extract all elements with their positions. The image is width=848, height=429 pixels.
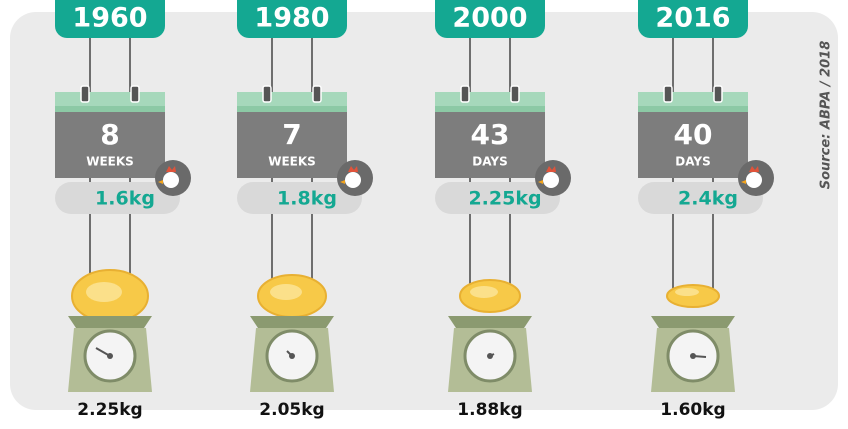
chicken-head [543, 172, 559, 188]
calendar-ring [313, 86, 321, 102]
year: 2000 [452, 3, 527, 34]
calendar-ring [131, 86, 139, 102]
scale-pivot [487, 353, 493, 359]
age-unit: DAYS [472, 155, 507, 169]
calendar-stripe [638, 106, 748, 112]
infographic: Source: ABPA / 2018 1960 8 WEEKS 1.6kg 2.25k… [0, 0, 848, 429]
feed-pile [667, 285, 719, 307]
calendar-ring [263, 86, 271, 102]
scale-tray [651, 316, 735, 328]
age: 40 [674, 118, 713, 151]
weight: 1.6kg [95, 188, 155, 210]
scale-tray [448, 316, 532, 328]
chicken-head [345, 172, 361, 188]
feed: 1.88kg [457, 400, 522, 420]
chicken-head [746, 172, 762, 188]
feed: 2.05kg [259, 400, 324, 420]
age: 8 [100, 118, 119, 151]
feed-pile-light [470, 286, 498, 298]
age-unit: WEEKS [268, 155, 316, 169]
calendar-stripe [55, 106, 165, 112]
scale-tray [68, 316, 152, 328]
weight: 1.8kg [277, 188, 337, 210]
year: 1960 [72, 3, 147, 34]
feed-pile-light [86, 282, 122, 302]
feed-pile-light [270, 284, 302, 300]
calendar-ring [664, 86, 672, 102]
year: 2016 [655, 3, 730, 34]
calendar-stripe [237, 106, 347, 112]
weight: 2.4kg [678, 188, 738, 210]
calendar-ring [714, 86, 722, 102]
scale-pivot [690, 353, 696, 359]
weight: 2.25kg [468, 188, 541, 210]
scale-pivot [107, 353, 113, 359]
feed: 1.60kg [660, 400, 725, 420]
age: 7 [282, 118, 301, 151]
year: 1980 [254, 3, 329, 34]
calendar-stripe [435, 106, 545, 112]
age-unit: WEEKS [86, 155, 134, 169]
feed: 2.25kg [77, 400, 142, 420]
scale-pivot [289, 353, 295, 359]
calendar-ring [81, 86, 89, 102]
calendar-ring [461, 86, 469, 102]
age-unit: DAYS [675, 155, 710, 169]
age: 43 [471, 118, 510, 151]
scale-tray [250, 316, 334, 328]
source: Source: ABPA / 2018 [819, 41, 834, 190]
chicken-head [163, 172, 179, 188]
feed-pile-light [675, 288, 699, 296]
calendar-ring [511, 86, 519, 102]
